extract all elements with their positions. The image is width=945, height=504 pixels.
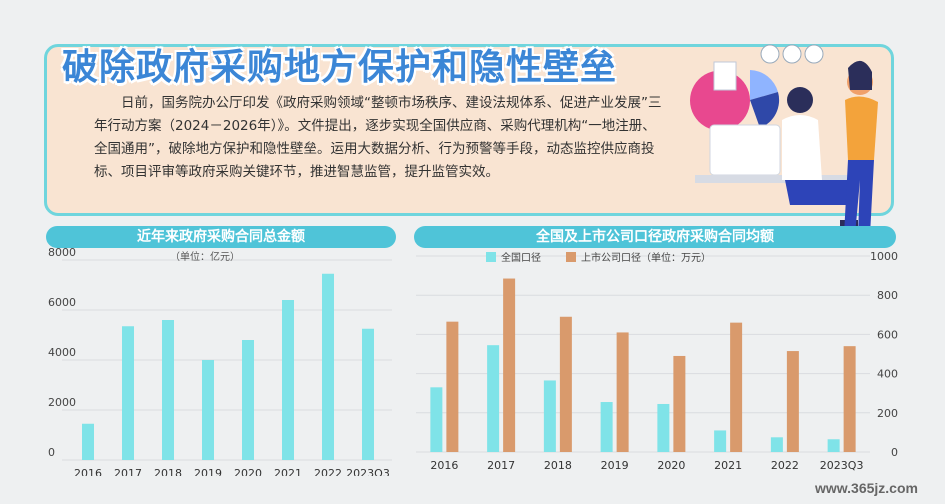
- y-tick-label: 1000: [870, 250, 898, 263]
- user-icon: [804, 44, 824, 64]
- y-tick-label: 400: [877, 368, 898, 381]
- office-illustration: [690, 44, 878, 235]
- bar: [362, 328, 374, 460]
- bar: [730, 322, 743, 452]
- y-tick-label: 600: [877, 328, 898, 341]
- bar: [82, 423, 94, 460]
- desk: [695, 175, 865, 183]
- x-tick-label: 2021: [714, 459, 742, 472]
- man-figure: [787, 87, 813, 113]
- y-tick-label: 800: [877, 289, 898, 302]
- chart1-title: 近年来政府采购合同总金额: [46, 226, 396, 248]
- y-tick-label: 6000: [48, 296, 76, 309]
- bar: [543, 380, 556, 452]
- bar: [446, 321, 459, 452]
- bar: [616, 332, 629, 452]
- bar: [843, 346, 856, 452]
- bar: [827, 439, 840, 452]
- y-tick-label: 0: [48, 446, 55, 459]
- headline: 破除政府采购地方保护和隐性壁垒: [62, 47, 618, 88]
- y-tick-label: 2000: [48, 396, 76, 409]
- bar: [600, 402, 613, 452]
- bar: [714, 430, 727, 452]
- bar: [162, 320, 174, 460]
- x-tick-label: 2016: [430, 459, 458, 472]
- y-tick-label: 200: [877, 407, 898, 420]
- legend-label: 全国口径: [501, 251, 541, 264]
- x-tick-label: 2020: [657, 459, 685, 472]
- laptop-icon: [709, 124, 781, 176]
- x-tick-label: 2019: [194, 467, 222, 476]
- chart2-title: 全国及上市公司口径政府采购合同均额: [414, 226, 896, 248]
- bar: [282, 300, 294, 460]
- x-tick-label: 2017: [114, 467, 142, 476]
- bar: [122, 326, 134, 460]
- x-tick-label: 2023Q3: [346, 467, 390, 476]
- x-tick-label: 2023Q3: [820, 459, 864, 472]
- y-tick-label: 0: [891, 446, 898, 459]
- x-tick-label: 2021: [274, 467, 302, 476]
- bar: [202, 360, 214, 460]
- bar: [770, 437, 783, 452]
- x-tick-label: 2019: [601, 459, 629, 472]
- user-icon: [760, 44, 780, 64]
- bar: [673, 355, 686, 452]
- bar: [487, 345, 500, 452]
- x-tick-label: 2022: [771, 459, 799, 472]
- intro-text: 日前，国务院办公厅印发《政府采购领域“整顿市场秩序、建设法规体系、促进产业发展”…: [94, 95, 662, 180]
- legend-swatch: [486, 252, 496, 262]
- x-tick-label: 2016: [74, 467, 102, 476]
- x-tick-label: 2020: [234, 467, 262, 476]
- bar: [559, 316, 572, 452]
- bar: [503, 278, 516, 452]
- unit-note: （单位：亿元）: [170, 250, 240, 263]
- bar: [242, 340, 254, 460]
- chart1-total-amount: 0 2000 4000 6000 8000 （单位：亿元） 2016 2017 2018 2019…: [48, 246, 392, 476]
- legend-label: 上市公司口径（单位：万元）: [581, 251, 711, 264]
- bar: [322, 273, 334, 460]
- bar: [786, 351, 799, 452]
- watermark: www.365jz.com: [815, 480, 918, 496]
- user-icon: [782, 44, 802, 64]
- bar: [657, 403, 670, 452]
- document-icon: [713, 61, 737, 91]
- chart2-average-amount: 0 200 400 600 800 1000 全国口径 上市公司口径（单位：万元） 2016 20…: [416, 250, 898, 472]
- bar: [430, 387, 443, 452]
- x-tick-label: 2018: [154, 467, 182, 476]
- y-tick-label: 8000: [48, 246, 76, 259]
- x-tick-label: 2017: [487, 459, 515, 472]
- x-tick-label: 2022: [314, 467, 342, 476]
- legend-swatch: [566, 252, 576, 262]
- y-tick-label: 4000: [48, 346, 76, 359]
- x-tick-label: 2018: [544, 459, 572, 472]
